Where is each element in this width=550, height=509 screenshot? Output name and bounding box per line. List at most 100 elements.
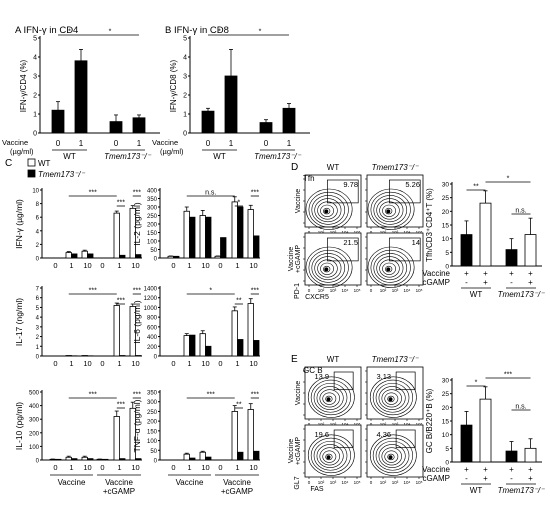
bar: [524, 447, 537, 463]
panel-title: A IFN-γ in CD4: [15, 25, 78, 36]
flow-contour: [373, 253, 408, 283]
flow-contour: [369, 434, 417, 476]
bar: [51, 109, 65, 134]
vaccine-sign: +: [483, 269, 488, 278]
y-tick-label: 1: [33, 112, 37, 119]
row-label: Vaccine: [422, 269, 450, 278]
y-tick-label: 2: [36, 335, 40, 341]
y-tick-label: 350: [147, 391, 158, 397]
bar-wt: [65, 456, 72, 461]
x-tick-label: 1: [235, 463, 239, 472]
x-tick-label: 10: [249, 261, 257, 270]
y-tick-label: 250: [147, 410, 158, 416]
flow-gate-value: 14: [412, 238, 420, 247]
bar-ko: [119, 254, 126, 259]
flow-contour: [305, 246, 353, 288]
group-label: WT: [213, 152, 226, 161]
y-tick-label: 1: [36, 345, 40, 351]
cgamp-sign: -: [465, 474, 468, 483]
y-tick-label: 4: [36, 316, 40, 322]
flow-row-label: +cGAMP: [295, 437, 302, 466]
panel-letter: C: [5, 158, 12, 169]
y-tick-label: 0: [445, 264, 449, 271]
bar-wt: [247, 303, 254, 357]
flow-x-tick-label: 0: [308, 422, 311, 427]
flow-plot-frame: [366, 232, 424, 286]
bar-ko: [253, 450, 260, 461]
bar-ko: [205, 456, 212, 461]
x-tick-label: 0: [53, 463, 57, 472]
flow-contour: [308, 191, 349, 228]
bar-ko: [87, 253, 94, 259]
cgamp-sign: +: [528, 278, 533, 287]
flow-contour: [308, 249, 349, 286]
panel-A: A IFN-γ in CD4 0 1 2 3 4 5 IFN-γ/CD4 (%) 0 1 0 1 Vac…: [2, 25, 160, 161]
y-axis-label: GC B/B220⁺B (%): [425, 388, 434, 453]
group-label: WT: [470, 290, 483, 299]
bar-wt: [167, 255, 174, 259]
bar-ko: [220, 237, 227, 259]
bar: [460, 234, 473, 267]
x-tick-label: 1: [69, 463, 73, 472]
y-tick-label: 5: [33, 36, 37, 43]
bar: [505, 249, 518, 267]
flow-contour: [305, 188, 353, 230]
vaccine-sign: +: [464, 465, 469, 474]
legend-label: WT: [38, 159, 51, 168]
flow-x-tick-label: 10⁵: [416, 422, 423, 427]
flow-plot-frame: [366, 174, 424, 228]
flow-gate: [327, 237, 359, 262]
bar-ko: [253, 235, 260, 259]
flow-column-label: Tmem173⁻/⁻: [372, 355, 419, 364]
y-tick-label: 300: [147, 400, 158, 406]
y-tick-label: 4: [36, 229, 40, 235]
bar-ko: [189, 216, 196, 259]
x-tick-label: 0: [100, 359, 104, 368]
y-tick-label: 250: [147, 214, 158, 220]
y-tick-label: 2: [36, 243, 40, 249]
flow-x-tick-label: 10⁴: [404, 230, 411, 235]
x-tick-label: 0: [171, 463, 175, 472]
x-tick-label: 1: [117, 463, 121, 472]
flow-gate-value: 13.9: [314, 372, 329, 381]
bar-ko: [205, 345, 212, 357]
group-label: +cGAMP: [221, 487, 253, 496]
flow-x-tick-label: 10³: [392, 288, 399, 293]
flow-contour: [388, 397, 393, 402]
x-tick-label: 1: [187, 463, 191, 472]
group-label: Tmem173⁻/⁻: [104, 152, 151, 161]
flow-contour: [307, 376, 355, 418]
bar-ko: [189, 334, 196, 357]
dose-label: Vaccine: [152, 138, 178, 147]
dose-unit-label: (µg/ml): [160, 147, 184, 156]
y-tick-label: 200: [147, 223, 158, 229]
panel-C1: 0 2 4 6 8 10 IFN-γ (µg/ml) 0 1 10 0 1 10 *** *** ***: [14, 188, 142, 270]
flow-contour: [386, 267, 391, 272]
y-tick-label: 25: [442, 391, 450, 398]
y-tick-label: 400: [147, 189, 158, 195]
flow-contour: [388, 455, 393, 460]
flow-y-axis-label: PD-1: [294, 283, 301, 299]
significance-label: ***: [117, 402, 125, 409]
flow-x-tick-label: 10³: [330, 230, 337, 235]
x-tick-label: 1: [187, 359, 191, 368]
vaccine-sign: +: [509, 269, 514, 278]
flow-x-tick-label: 10²: [318, 422, 325, 427]
flow-contour: [376, 198, 404, 223]
flow-contour: [387, 453, 395, 461]
flow-column-label: Tmem173⁻/⁻: [372, 163, 419, 172]
flow-contour: [326, 455, 331, 460]
flow-contour: [372, 379, 414, 416]
panel-letter: D: [291, 162, 298, 173]
bar-wt: [247, 409, 254, 461]
significance-label: ***: [133, 288, 141, 295]
flow-row-label: Vaccine: [295, 381, 302, 405]
flow-x-tick-label: 10⁴: [342, 422, 349, 427]
y-tick-label: 7: [36, 287, 40, 293]
x-tick-label: 1: [235, 261, 239, 270]
x-tick-label: 10: [201, 463, 209, 472]
flow-column-label: WT: [327, 163, 340, 172]
x-tick-label: 10: [83, 463, 91, 472]
flow-contour: [316, 386, 344, 410]
bar: [224, 75, 238, 134]
